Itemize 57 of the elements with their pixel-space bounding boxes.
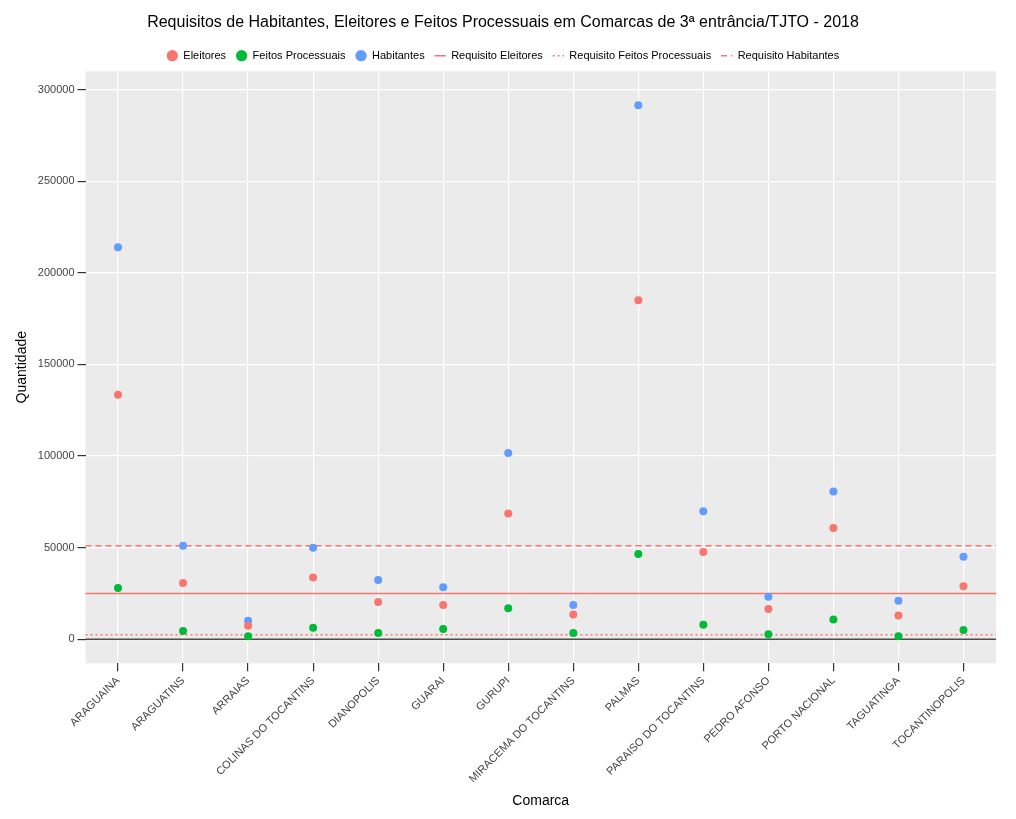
point [764, 605, 773, 614]
point [764, 630, 773, 639]
point [179, 579, 188, 588]
point [179, 541, 188, 550]
point [504, 509, 513, 518]
point [699, 620, 708, 629]
y-tick-label: 50000 [43, 540, 75, 553]
point [699, 507, 708, 516]
point [439, 624, 448, 633]
y-tick-label: 0 [68, 632, 75, 645]
x-axis-title: Comarca [512, 792, 570, 809]
legend-label: Requisito Habitantes [737, 48, 840, 61]
point [894, 596, 903, 605]
chart-title: Requisitos de Habitantes, Eleitores e Feitos Processuais em Comarcas de 3ª entrância/TJTO - 2018 [147, 13, 859, 31]
legend-label: Requisito Eleitores [451, 48, 544, 61]
point [894, 632, 903, 641]
point [114, 584, 123, 593]
point [374, 597, 383, 606]
point [309, 573, 318, 582]
legend-label: Requisito Feitos Processuais [569, 48, 712, 61]
point [699, 547, 708, 556]
y-tick-label: 150000 [37, 357, 75, 370]
y-tick-label: 100000 [37, 449, 75, 462]
point [634, 549, 643, 558]
point [959, 552, 968, 561]
y-tick-label: 250000 [37, 174, 75, 187]
point [634, 296, 643, 305]
point [829, 615, 838, 624]
y-tick-label: 300000 [37, 82, 75, 95]
point [374, 629, 383, 638]
legend-label: Habitantes [372, 48, 426, 61]
point [504, 604, 513, 613]
legend-label: Eleitores [183, 48, 227, 61]
y-tick-label: 200000 [37, 265, 75, 278]
point [504, 448, 513, 457]
legend-label: Feitos Processuais [252, 48, 347, 61]
point [439, 583, 448, 592]
point [114, 390, 123, 399]
point [114, 243, 123, 252]
point [764, 592, 773, 601]
point [959, 625, 968, 634]
point [894, 611, 903, 620]
point [244, 632, 253, 641]
point [309, 543, 318, 552]
point [829, 523, 838, 532]
point [179, 627, 188, 636]
point [244, 621, 253, 630]
point [569, 629, 578, 638]
point [569, 601, 578, 610]
y-axis-title: Quantidade [13, 330, 30, 404]
point [309, 623, 318, 632]
point [569, 610, 578, 619]
point [439, 601, 448, 610]
point [634, 101, 643, 110]
point [959, 582, 968, 591]
point [829, 487, 838, 496]
point [374, 575, 383, 584]
